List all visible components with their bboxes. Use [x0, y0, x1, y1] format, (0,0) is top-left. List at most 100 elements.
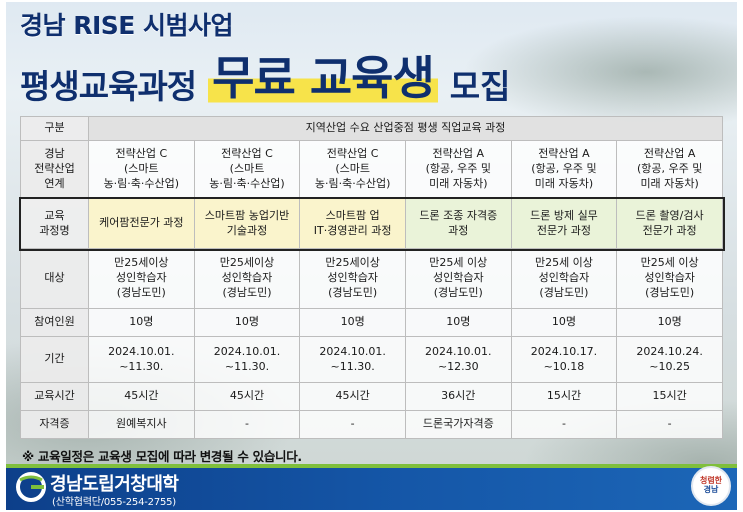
table-row-count: 참여인원 10명 10명 10명 10명 10명 10명: [20, 308, 723, 337]
cell-text-line: 연계: [44, 176, 65, 190]
cell-text-line: 전문가 과정: [642, 223, 697, 237]
integrity-seal: 청렴한 경남: [691, 466, 731, 506]
cell-text-line: 농·림·축·수산업): [209, 176, 285, 190]
cell-text-line: 성인학습자: [327, 271, 378, 285]
table-cell: 2024.10.24. ~10.25: [616, 336, 723, 383]
table-cell: 45시간: [193, 382, 301, 411]
cell-text-line: 전략산업 C: [326, 147, 379, 161]
table-cell: 2024.10.01. ~11.30.: [88, 336, 195, 383]
table-header-row: 구분 지역산업 수요 산업중점 평생 직업교육 과정: [20, 116, 723, 141]
seal-text-line1: 청렴한: [699, 476, 723, 486]
cell-text-line: -: [667, 417, 672, 431]
cell-text-line: 15시간: [652, 389, 687, 403]
row-label: 교육 과정명: [20, 198, 89, 249]
cell-text-line: (항공, 우주 및: [531, 162, 597, 176]
cell-text-line: 만25세이상: [325, 256, 380, 270]
title-recruit: 모집: [449, 67, 511, 106]
table-cell: 케어팜전문가 과정: [88, 198, 195, 249]
table-cell: 10명: [510, 308, 618, 337]
cell-text-line: 2024.10.01.: [425, 344, 492, 358]
table-cell: 드론 조종 자격증 과정: [404, 198, 512, 249]
cell-text-line: (경남도민): [328, 285, 378, 299]
table-cell: 10명: [88, 308, 195, 337]
cell-text-line: 스마트팜 농업기반: [204, 208, 290, 222]
table-cell: 드론 촬영/검사 전문가 과정: [616, 198, 723, 249]
poster-title-line2: 평생교육과정 무료 교육생 모집: [20, 42, 511, 108]
poster: 경남 RISE 시범사업 평생교육과정 무료 교육생 모집 구분 지역산업 수요…: [6, 2, 737, 510]
cell-text-line: 케어팜전문가 과정: [99, 216, 184, 230]
table-cell: -: [193, 410, 301, 439]
cell-text-line: 드론 촬영/검사: [635, 208, 704, 222]
cell-text-line: 드론 조종 자격증: [419, 208, 498, 222]
table-cell: 만25세이상 성인학습자 (경남도민): [193, 248, 301, 309]
title-course-name: 평생교육과정: [20, 67, 197, 106]
cell-text-line: 성인학습자: [432, 271, 484, 285]
cell-text-line: 45시간: [124, 389, 159, 403]
cell-text-line: 드론 방제 실무: [530, 208, 598, 222]
cell-text-line: -: [350, 417, 355, 431]
table-cell: -: [299, 410, 406, 439]
table-row-period: 기간 2024.10.01. ~11.30. 2024.10.01. ~11.30.…: [20, 336, 723, 383]
table-cell: 10명: [404, 308, 512, 337]
table-cell: 15시간: [510, 382, 618, 411]
cell-text-line: 자격증: [39, 417, 70, 431]
cell-text-line: 2024.10.01.: [108, 344, 175, 358]
cell-text-line: 드론국가자격증: [422, 417, 494, 431]
table-cell: 만25세이상 성인학습자 (경남도민): [88, 248, 195, 309]
header-label-cell: 구분: [20, 116, 89, 141]
cell-text-line: 2024.10.01.: [319, 344, 386, 358]
table-cell: 원예복지사: [88, 410, 195, 439]
university-contact: (산학협력단/055-254-2755): [52, 497, 177, 508]
cell-text-line: 경남: [44, 147, 65, 161]
table-cell: 45시간: [88, 382, 195, 411]
cell-text-line: (경남도민): [645, 285, 695, 299]
cell-text-line: 전략산업 C: [115, 147, 168, 161]
table-cell: 2024.10.01. ~11.30.: [299, 336, 406, 383]
cell-text-line: (경남도민): [433, 285, 483, 299]
cell-text-line: 농·림·축·수산업): [314, 176, 391, 190]
cell-text-line: (경남도민): [539, 285, 589, 299]
cell-text-line: 성인학습자: [221, 271, 273, 285]
course-table: 구분 지역산업 수요 산업중점 평생 직업교육 과정 경남 전략산업 연계 전략산업…: [18, 116, 725, 439]
cell-text-line: (경남도민): [222, 285, 272, 299]
cell-text-line: ~11.30.: [119, 359, 164, 373]
cell-text-line: (항공, 우주 및: [636, 162, 703, 176]
table-cell: 2024.10.17. ~10.18: [510, 336, 618, 383]
cell-text-line: 만25세 이상: [640, 256, 699, 270]
cell-text-line: (스마트: [229, 162, 265, 176]
table-cell: 10명: [193, 308, 301, 337]
cell-text-line: 전략산업 A: [538, 147, 590, 161]
cell-text-line: 2024.10.01.: [213, 344, 281, 358]
cell-text-line: 2024.10.17.: [530, 344, 598, 358]
table-cell: 만25세 이상 성인학습자 (경남도민): [404, 248, 512, 309]
cell-text-line: 전략산업 C: [221, 147, 273, 161]
table-row-industry: 경남 전략산업 연계 전략산업 C (스마트 농·림·축·수산업) 전략산업 C (스마트…: [20, 140, 723, 199]
cell-text-line: 만25세이상: [114, 256, 169, 270]
table-cell: 드론 방제 실무 전문가 과정: [510, 198, 618, 249]
table-cell: 전략산업 A (항공, 우주 및 미래 자동차): [510, 140, 618, 199]
university-name: 경남도립거창대학: [50, 474, 179, 495]
cell-text-line: 성인학습자: [644, 271, 695, 285]
table-cell: -: [616, 410, 723, 439]
cell-text-line: (항공, 우주 및: [425, 162, 491, 176]
cell-text-line: 성인학습자: [538, 271, 590, 285]
cell-text-line: 미래 자동차): [640, 176, 699, 190]
cell-text-line: 과정: [448, 223, 469, 237]
cell-text-line: 10명: [129, 315, 154, 329]
table-cell: 45시간: [299, 382, 406, 411]
cell-text-line: 기간: [44, 352, 65, 366]
cell-text-line: ~11.30.: [224, 359, 270, 373]
cell-text-line: 2024.10.24.: [636, 344, 703, 358]
table-cell: 만25세 이상 성인학습자 (경남도민): [510, 248, 618, 309]
cell-text-line: ~11.30.: [330, 359, 375, 373]
row-label: 자격증: [20, 410, 89, 439]
table-cell: 전략산업 A (항공, 우주 및 미래 자동차): [616, 140, 723, 199]
cell-text-line: ~12.30: [437, 359, 479, 373]
university-logo-icon: [16, 472, 46, 502]
cell-text-line: 대상: [44, 271, 65, 285]
cell-text-line: 10명: [446, 315, 471, 329]
schedule-change-note: ※ 교육일정은 교육생 모집에 따라 변경될 수 있습니다.: [22, 449, 302, 464]
cell-text-line: 전략산업: [34, 162, 75, 176]
cell-text-line: 45시간: [229, 389, 265, 403]
cell-text-line: ~10.25: [649, 359, 690, 373]
